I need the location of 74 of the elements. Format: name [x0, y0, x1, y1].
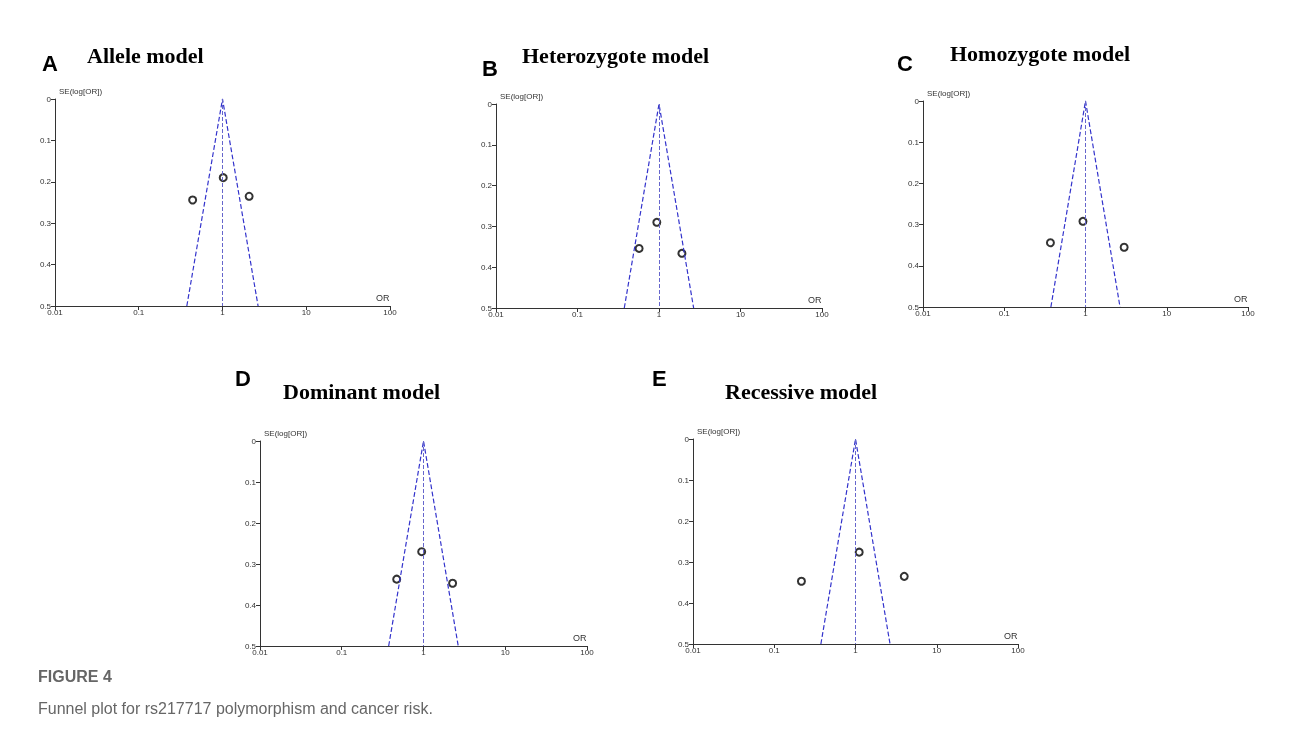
x-axis-title: OR	[376, 292, 390, 303]
y-tick-label: 0.5	[677, 639, 690, 649]
y-tick-label: 0.5	[39, 301, 52, 311]
y-tick-label: 0.3	[907, 220, 920, 230]
y-tick-label: 0.1	[677, 475, 690, 485]
x-tick-label: 0.1	[133, 307, 145, 317]
y-tick-label: 0.5	[244, 641, 257, 651]
y-tick-label: 0	[251, 436, 257, 446]
y-tick-label: 0.2	[39, 177, 52, 187]
x-tick-label: 0.1	[998, 308, 1011, 318]
point	[188, 195, 198, 205]
text: E	[652, 365, 667, 391]
y-axis-title: SE(log[OR])	[697, 426, 741, 436]
text: A	[42, 50, 58, 76]
chart-title: Allele model	[87, 42, 204, 68]
x-axis-title: OR	[573, 632, 587, 643]
y-tick-label: 0.4	[39, 260, 52, 270]
y-tick-label: 0.1	[39, 135, 52, 145]
y-axis-title: SE(log[OR])	[264, 428, 308, 438]
x-tick-label: 100	[1011, 645, 1026, 655]
x-tick-label: 100	[1241, 308, 1256, 318]
y-tick-label: 0.2	[677, 516, 690, 526]
y-tick-label: 0.2	[480, 181, 493, 191]
point	[244, 191, 254, 201]
x-tick-label: 0.1	[336, 647, 348, 657]
x-tick-label: 0.1	[571, 309, 584, 319]
x-tick-label: 100	[580, 647, 595, 657]
y-tick-label: 0	[684, 434, 690, 444]
x-tick-label: 0.1	[768, 645, 781, 655]
x-tick-label: 10	[500, 647, 511, 657]
chart-title: Homozygote model	[950, 40, 1131, 66]
chart-title: Heterozygote model	[522, 42, 710, 68]
x-tick-label: 10	[301, 307, 312, 317]
y-tick-label: 0	[46, 94, 52, 104]
y-tick-label: 0.3	[677, 557, 690, 567]
y-axis-title: SE(log[OR])	[500, 91, 544, 101]
y-axis-title: SE(log[OR])	[927, 88, 971, 98]
y-tick-label: 0.5	[907, 302, 920, 312]
x-tick-label: 1	[421, 647, 427, 657]
x-axis-title: OR	[1234, 293, 1248, 304]
chart-title: Recessive model	[725, 378, 878, 404]
x-tick-label: 100	[815, 309, 830, 319]
y-tick-label: 0.3	[480, 221, 493, 231]
text: C	[897, 50, 913, 76]
y-tick-label: 0.4	[244, 600, 257, 610]
x-axis-title: OR	[808, 294, 822, 305]
x-tick-label: 100	[383, 307, 398, 317]
text: Funnel plot for rs217717 polymorphism and cancer risk.	[38, 700, 433, 718]
y-tick-label: 0.4	[480, 262, 493, 272]
x-tick-label: 1	[853, 645, 859, 655]
y-tick-label: 0.1	[244, 477, 257, 487]
y-axis-title: SE(log[OR])	[59, 86, 103, 96]
y-tick-label: 0	[487, 99, 493, 109]
x-axis-title: OR	[1004, 630, 1018, 641]
text: D	[235, 365, 251, 391]
x-tick-label: 1	[1083, 308, 1089, 318]
y-tick-label: 0.2	[244, 518, 257, 528]
text: B	[482, 55, 498, 81]
y-tick-label: 0.5	[480, 303, 493, 313]
y-tick-label: 0.2	[907, 178, 920, 188]
x-tick-label: 10	[736, 309, 746, 319]
y-tick-label: 0.3	[244, 559, 257, 569]
y-tick-label: 0.1	[480, 140, 493, 150]
y-tick-label: 0.4	[677, 598, 690, 608]
caption: FIGURE 4	[38, 668, 112, 686]
chart-title: Dominant model	[283, 378, 441, 404]
x-tick-label: 10	[1162, 308, 1172, 318]
x-tick-label: 1	[220, 307, 226, 317]
x-tick-label: 1	[656, 309, 662, 319]
y-tick-label: 0.4	[907, 261, 920, 271]
x-tick-label: 10	[932, 645, 942, 655]
y-tick-label: 0.3	[39, 218, 52, 228]
y-tick-label: 0	[914, 96, 920, 106]
y-tick-label: 0.1	[907, 137, 920, 147]
